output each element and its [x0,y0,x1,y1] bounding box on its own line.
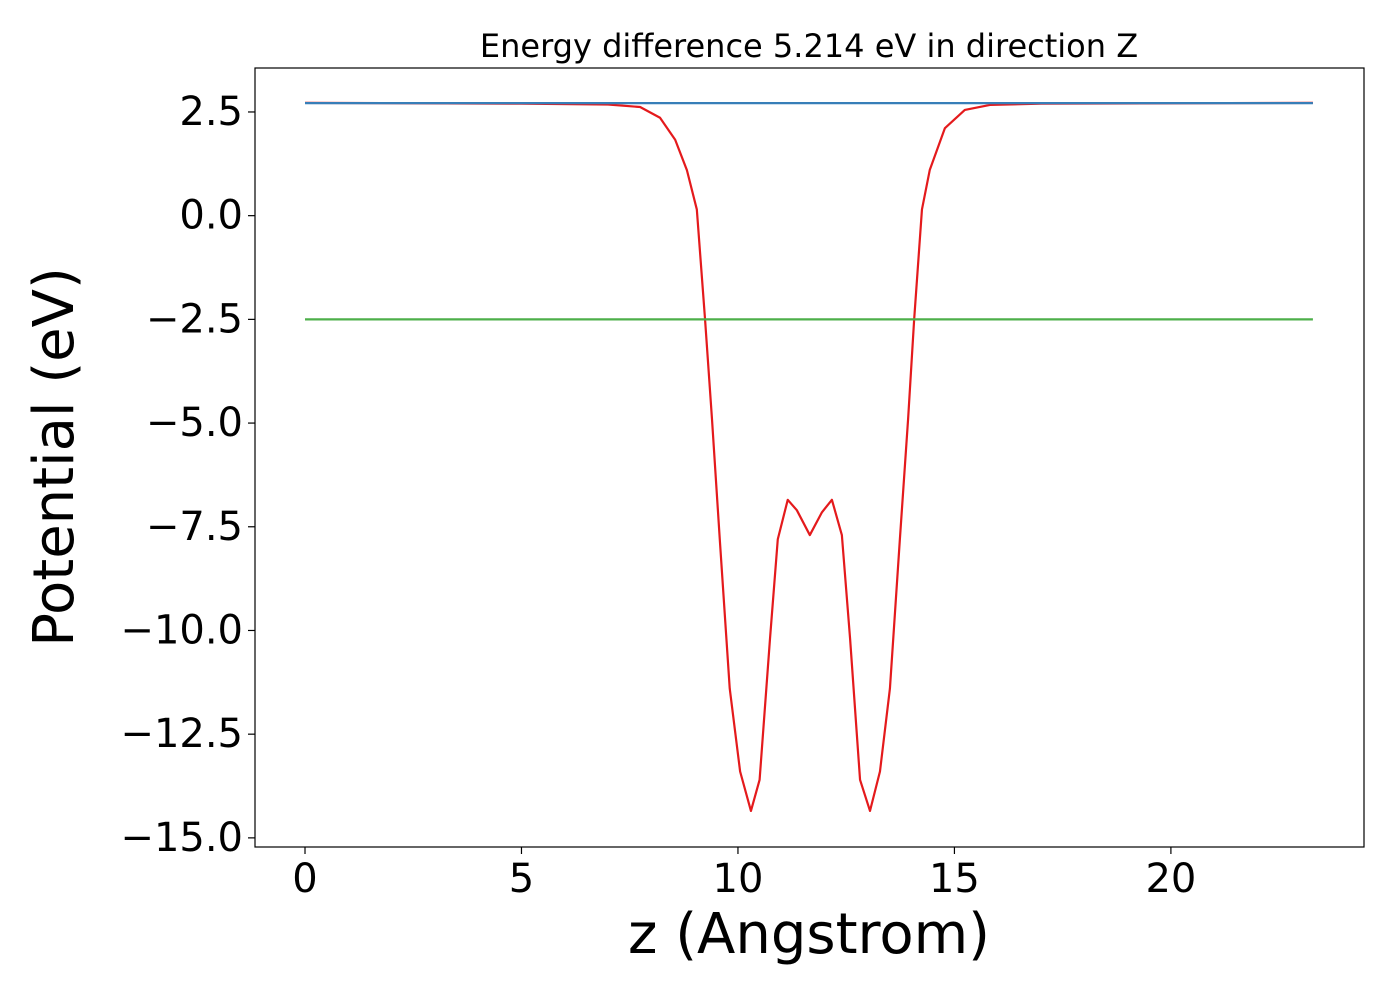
x-tick-label: 15 [929,856,980,902]
y-tick-label: 2.5 [179,89,243,135]
x-tick-label: 10 [713,856,764,902]
y-tick-label: −2.5 [146,296,243,342]
data-line [305,101,1313,813]
y-axis-label: Potential (eV) [22,267,87,647]
x-tick-label: 5 [509,856,534,902]
y-tick-label: −15.0 [120,815,243,861]
y-tick-label: −10.0 [120,607,243,653]
chart-title: Energy difference 5.214 eV in direction … [480,27,1138,65]
y-tick-label: −7.5 [146,504,243,550]
plot-frame [254,67,1365,848]
y-tick-label: 0.0 [179,193,243,239]
y-tick-label: −12.5 [120,711,243,757]
x-axis-label: z (Angstrom) [628,902,990,967]
x-tick-label: 0 [292,856,317,902]
x-tick-label: 20 [1145,856,1196,902]
y-tick-label: −5.0 [146,400,243,446]
